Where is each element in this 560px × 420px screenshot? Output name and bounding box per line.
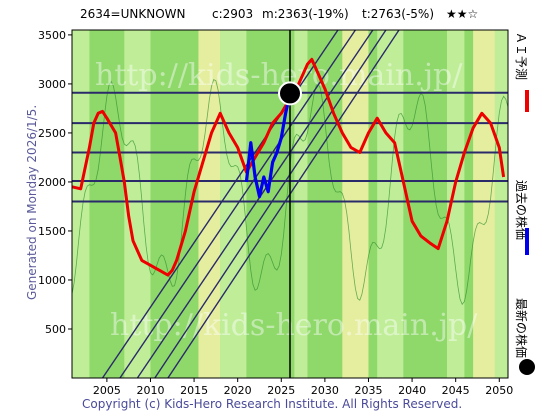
channel-line (136, 29, 374, 379)
x-tick-label: 2045 (442, 384, 470, 397)
y-tick-label: 2000 (38, 176, 66, 189)
y-tick-label: 1500 (38, 225, 66, 238)
channel-line (167, 29, 400, 379)
legend-latest-label: 最新の株価 (514, 298, 529, 358)
model-price: m:2363(-19%) (262, 7, 349, 21)
legend-latest-swatch (519, 359, 535, 375)
background-band (220, 30, 247, 378)
ai-forecast-line (71, 57, 506, 277)
channel-line (154, 29, 387, 379)
current-price: c:2903 (212, 7, 253, 21)
background-band (198, 30, 221, 378)
y-tick-label: 2500 (38, 127, 66, 140)
legend-ai-label: ＡＩ予測 (514, 32, 528, 80)
background-band (446, 30, 465, 378)
series-group (71, 57, 506, 277)
y-tick-label: 3000 (38, 78, 66, 91)
x-tick-label: 2010 (136, 384, 164, 397)
stock-code: 2634=UNKNOWN (80, 7, 186, 21)
legend-past-label: 過去の株価 (514, 180, 529, 240)
latest-price-marker (278, 81, 302, 106)
x-tick-label: 2040 (398, 384, 426, 397)
star-rating: ★★☆ (446, 7, 478, 21)
past-price-line (244, 93, 292, 199)
background-band (72, 30, 90, 378)
channel-line (119, 29, 356, 379)
x-tick-label: 2005 (93, 384, 121, 397)
plot-frame (71, 29, 509, 379)
background-band (377, 30, 404, 378)
background-bands (72, 30, 508, 378)
legend: ＡＩ予測 過去の株価 最新の株価 (514, 32, 535, 375)
generated-date-label: Generated on Monday 2026/1/5. (25, 105, 39, 300)
x-tick-label: 2025 (267, 384, 295, 397)
background-band (294, 30, 308, 378)
x-tick-label: 2030 (311, 384, 339, 397)
y-tick-label: 500 (45, 323, 66, 336)
x-tick-label: 2035 (354, 384, 382, 397)
target-price: t:2763(-5%) (362, 7, 434, 21)
watermark-top: http://kids-hero.main.jp/ (95, 58, 463, 93)
x-tick-label: 2015 (180, 384, 208, 397)
copyright-footer: Copyright (c) Kids-Hero Research Institu… (82, 397, 462, 411)
watermark-bottom: http://kids-hero.main.jp/ (110, 308, 478, 343)
background-band (124, 30, 151, 378)
y-tick-label: 3500 (38, 29, 66, 42)
x-tick-label: 2050 (485, 384, 513, 397)
background-band (494, 30, 508, 378)
plot-area: http://kids-hero.main.jp/ http://kids-he… (71, 29, 509, 379)
y-axis: 500 1000 1500 2000 2500 3000 3500 (38, 29, 72, 336)
x-axis: 2005 2010 2015 2020 2025 2030 2035 2040 2045 2050 (93, 378, 513, 397)
chart-header: 2634=UNKNOWN c:2903 m:2363(-19%) t:2763(… (80, 7, 478, 21)
x-tick-label: 2020 (224, 384, 252, 397)
y-tick-label: 1000 (38, 274, 66, 287)
